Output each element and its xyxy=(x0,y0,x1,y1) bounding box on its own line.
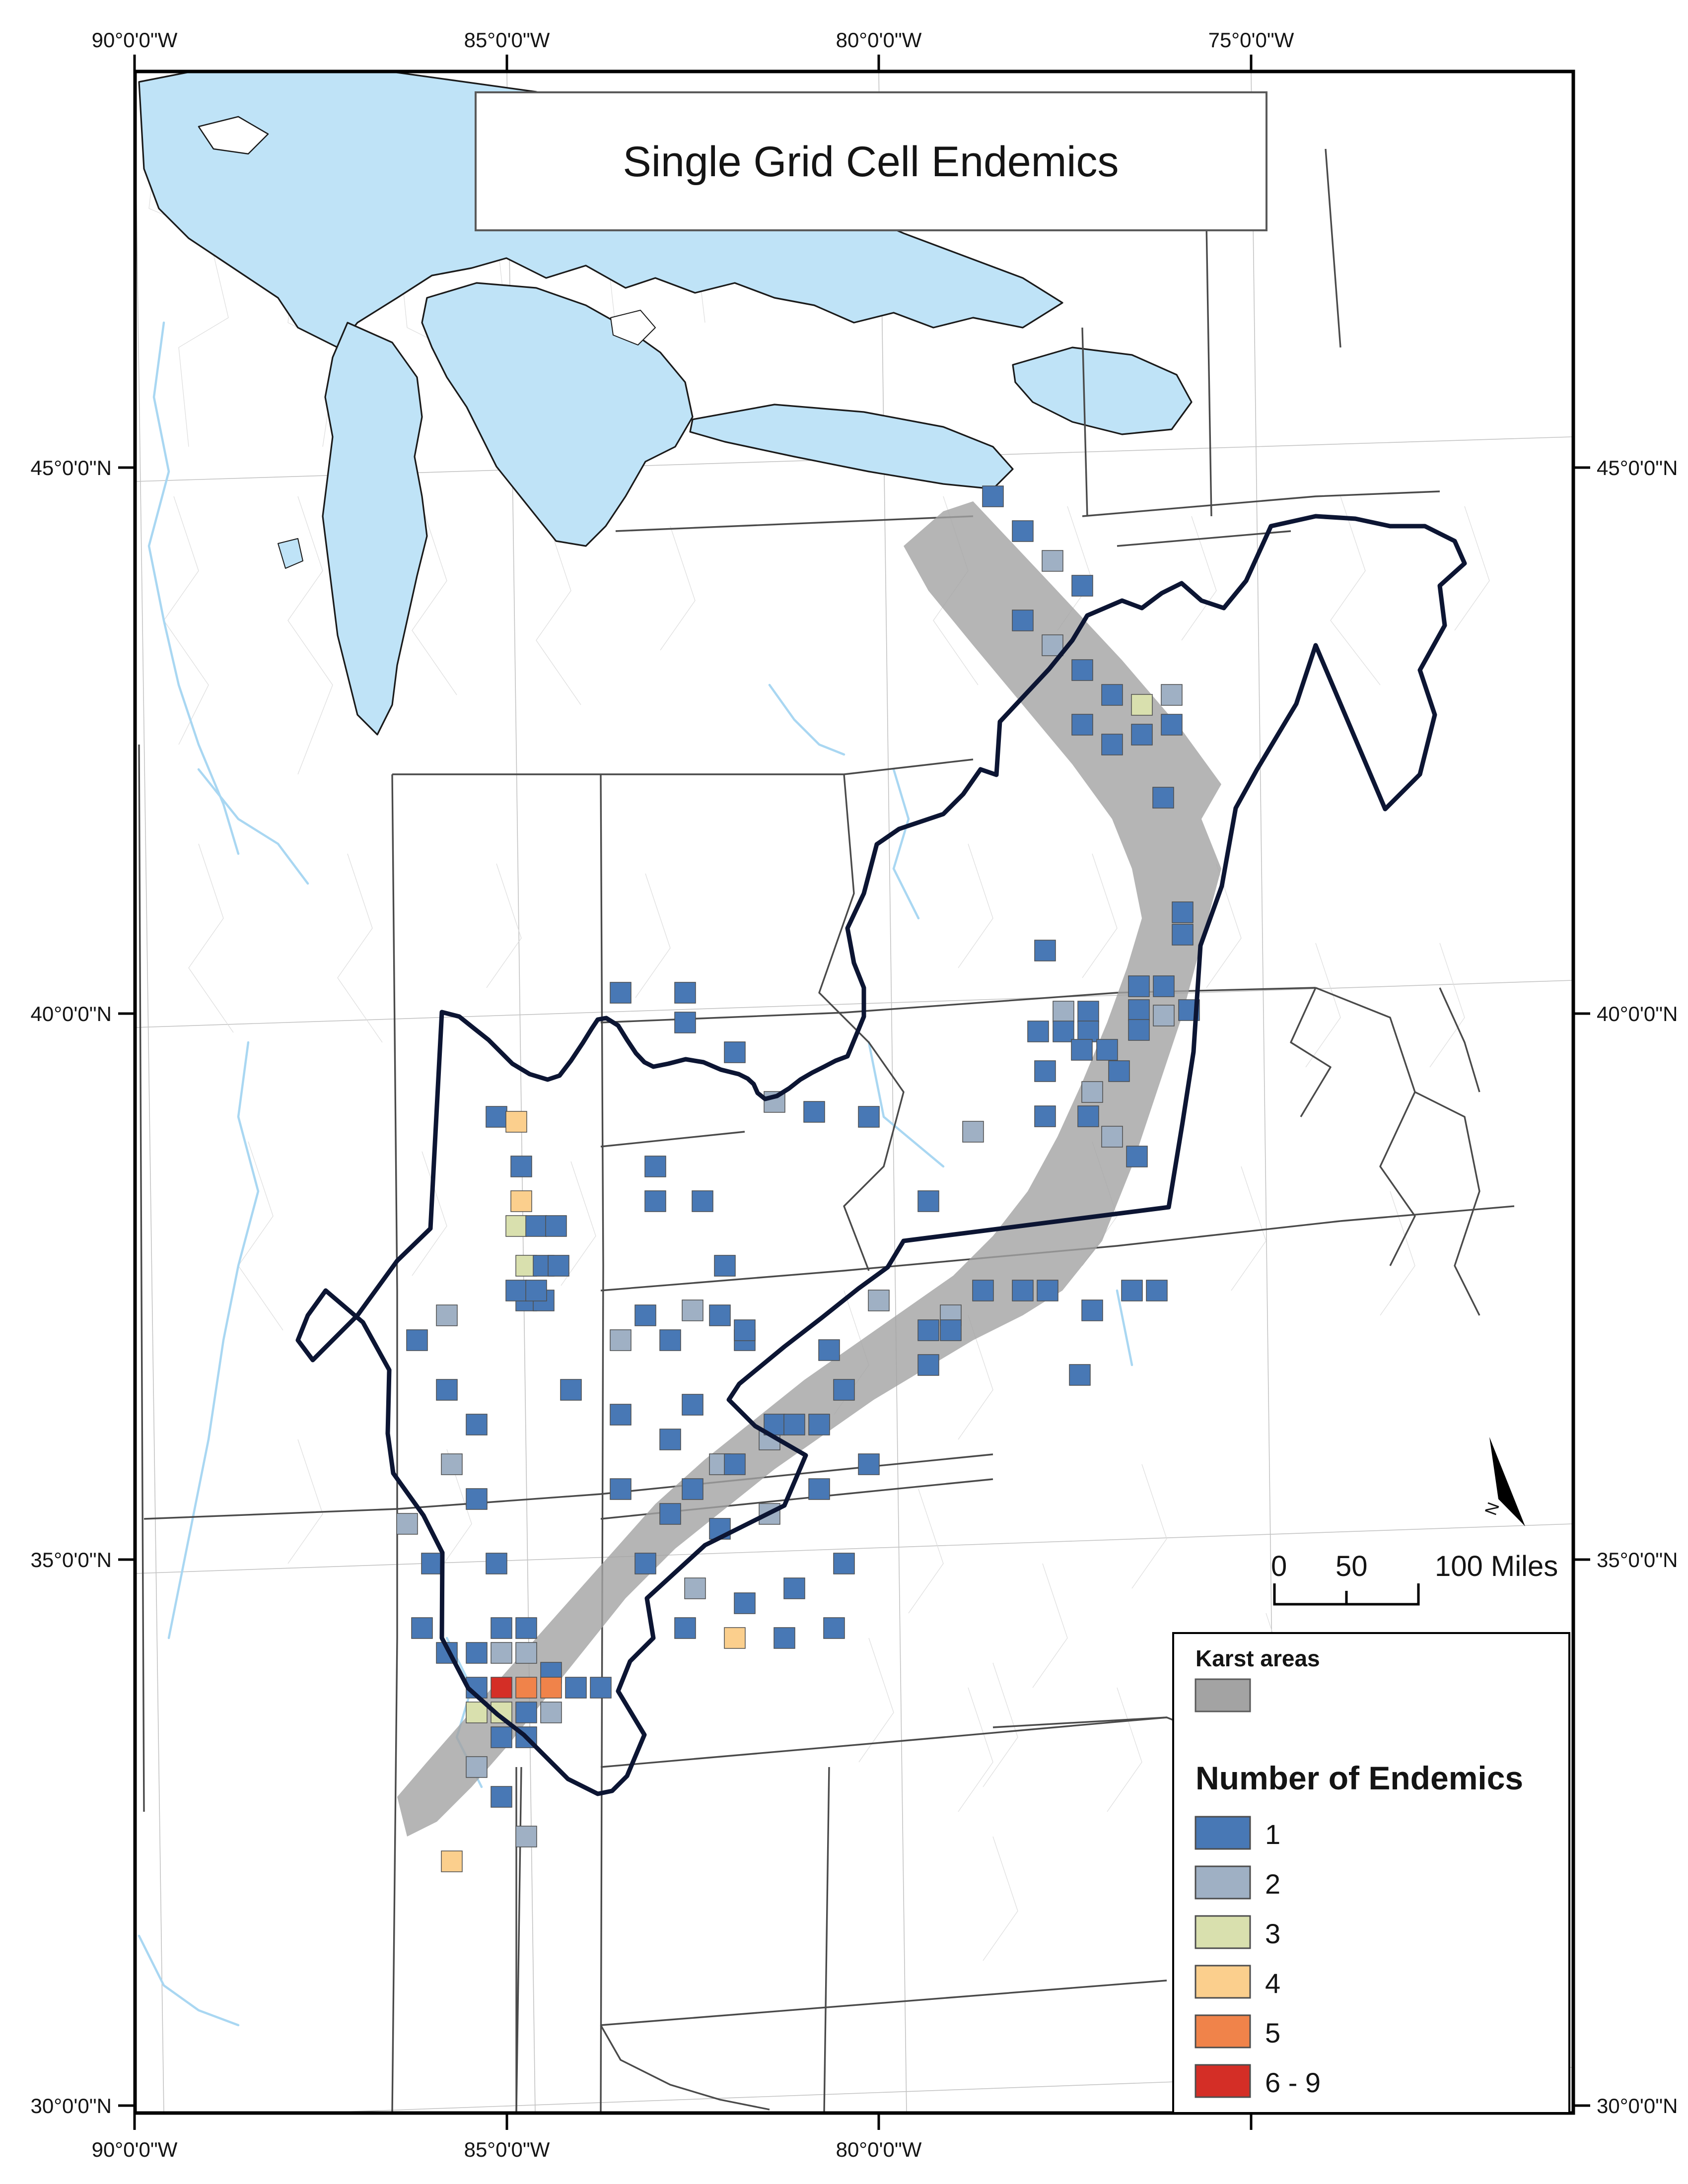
svg-text:40°0'0"N: 40°0'0"N xyxy=(31,1002,112,1025)
svg-text:0: 0 xyxy=(1271,1550,1287,1582)
svg-text:6 - 9: 6 - 9 xyxy=(1265,2067,1321,2098)
svg-text:45°0'0"N: 45°0'0"N xyxy=(31,456,112,479)
svg-text:5: 5 xyxy=(1265,2017,1280,2048)
svg-text:2: 2 xyxy=(1265,1868,1280,1900)
svg-text:90°0'0"W: 90°0'0"W xyxy=(92,2138,178,2161)
svg-text:80°0'0"W: 80°0'0"W xyxy=(836,2138,922,2161)
svg-text:4: 4 xyxy=(1265,1968,1280,1999)
svg-text:45°0'0"N: 45°0'0"N xyxy=(1597,456,1678,479)
svg-text:Karst areas: Karst areas xyxy=(1196,1645,1320,1671)
svg-text:Single Grid Cell Endemics: Single Grid Cell Endemics xyxy=(623,138,1119,186)
svg-text:Number of Endemics: Number of Endemics xyxy=(1196,1760,1523,1796)
svg-text:35°0'0"N: 35°0'0"N xyxy=(31,1548,112,1571)
svg-text:90°0'0"W: 90°0'0"W xyxy=(92,28,178,52)
svg-text:50: 50 xyxy=(1336,1550,1368,1582)
svg-text:1: 1 xyxy=(1265,1819,1280,1850)
svg-text:85°0'0"W: 85°0'0"W xyxy=(464,2138,550,2161)
svg-text:85°0'0"W: 85°0'0"W xyxy=(464,28,550,52)
svg-text:40°0'0"N: 40°0'0"N xyxy=(1597,1002,1678,1025)
svg-text:30°0'0"N: 30°0'0"N xyxy=(31,2094,112,2117)
svg-text:80°0'0"W: 80°0'0"W xyxy=(836,28,922,52)
svg-text:35°0'0"N: 35°0'0"N xyxy=(1597,1548,1678,1571)
svg-text:3: 3 xyxy=(1265,1918,1280,1949)
svg-text:30°0'0"N: 30°0'0"N xyxy=(1597,2094,1678,2117)
svg-text:75°0'0"W: 75°0'0"W xyxy=(1208,28,1294,52)
svg-text:100 Miles: 100 Miles xyxy=(1435,1550,1558,1582)
